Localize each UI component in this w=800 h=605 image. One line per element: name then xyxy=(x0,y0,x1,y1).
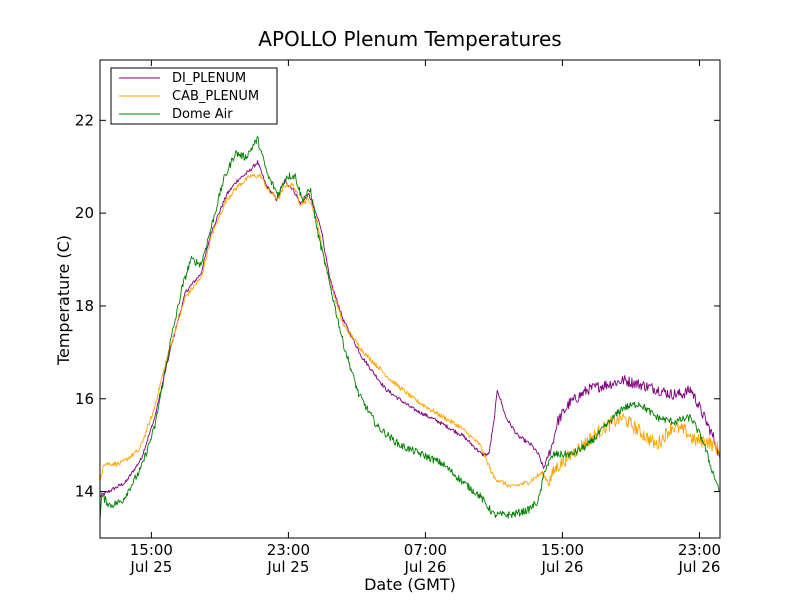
x-tick-label-date: Jul 26 xyxy=(677,558,720,576)
x-tick-label-time: 15:00 xyxy=(130,541,173,559)
x-tick-label-time: 23:00 xyxy=(678,541,721,559)
y-tick-label: 14 xyxy=(75,483,94,501)
series-line-di-plenum xyxy=(99,160,721,498)
y-tick-label: 22 xyxy=(75,111,94,129)
x-tick-label-date: Jul 25 xyxy=(129,558,172,576)
x-tick-label-date: Jul 26 xyxy=(403,558,446,576)
chart-title: APOLLO Plenum Temperatures xyxy=(258,27,561,51)
plot-frame xyxy=(99,59,721,539)
legend: DI_PLENUM CAB_PLENUM Dome Air xyxy=(110,67,278,125)
series-line-dome-air xyxy=(99,136,721,522)
series-line-cab-plenum xyxy=(99,173,721,488)
y-tick-label: 20 xyxy=(75,204,94,222)
x-tick-label-time: 15:00 xyxy=(541,541,584,559)
x-tick-label-date: Jul 26 xyxy=(540,558,583,576)
legend-label-cab-plenum: CAB_PLENUM xyxy=(172,89,259,104)
legend-label-di-plenum: DI_PLENUM xyxy=(172,71,246,86)
series-layer xyxy=(99,136,721,522)
x-tick-label-time: 07:00 xyxy=(404,541,447,559)
x-tick-label-date: Jul 25 xyxy=(266,558,309,576)
x-axis-label: Date (GMT) xyxy=(364,575,456,594)
y-axis-label: Temperature (C) xyxy=(54,235,73,366)
y-tick-label: 18 xyxy=(75,297,94,315)
legend-label-dome-air: Dome Air xyxy=(172,107,233,122)
x-tick-label-time: 23:00 xyxy=(267,541,310,559)
y-tick-label: 16 xyxy=(75,390,94,408)
